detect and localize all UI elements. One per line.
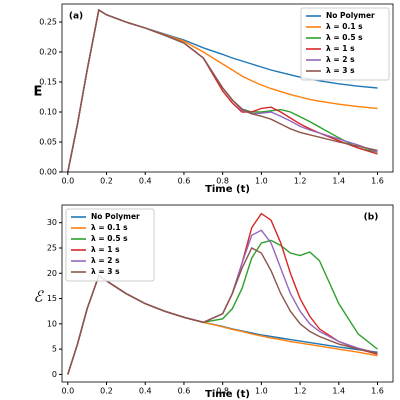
x-tick-label: 1.0 <box>255 177 268 186</box>
legend-label: λ = 0.5 s <box>326 33 363 42</box>
series-line <box>67 8 378 172</box>
y-axis-label: ℰ <box>33 288 44 306</box>
x-tick-label: 0.8 <box>216 177 229 186</box>
x-tick-label: 0.2 <box>100 387 113 396</box>
x-tick-label: 0.4 <box>139 387 152 396</box>
legend-label: λ = 0.1 s <box>326 22 363 31</box>
y-tick-label: 30 <box>47 218 57 227</box>
legend-label: λ = 0.1 s <box>91 223 128 232</box>
x-tick-label: 0.0 <box>61 387 74 396</box>
x-axis-label: Time (t) <box>205 389 250 400</box>
legend-box <box>300 7 390 81</box>
x-tick-label: 0.2 <box>100 177 113 186</box>
y-tick-label: 0.25 <box>39 18 57 27</box>
subplot: 0.0 0.2 0.4 0.6 0.8 1.0 1.2 1.4 1.6 0 5 10 15 20 25 30 T… <box>33 204 394 400</box>
legend-label: λ = 1 s <box>91 245 120 254</box>
panel-annotation: (a) <box>69 12 83 22</box>
subplot: 0.0 0.2 0.4 0.6 0.8 1.0 1.2 1.4 1.6 0.00 0.05 0.10 0… <box>34 3 394 195</box>
x-tick-label: 0.4 <box>139 177 152 186</box>
y-tick-label: 0.00 <box>39 168 57 177</box>
x-tick-label: 1.2 <box>294 387 307 396</box>
x-tick-label: 1.4 <box>332 387 345 396</box>
axes-frame <box>61 204 394 383</box>
y-tick-label: 0.10 <box>39 108 57 117</box>
legend-label: λ = 2 s <box>326 55 355 64</box>
y-tick-label: 0 <box>52 370 57 379</box>
x-tick-label: 1.4 <box>332 177 345 186</box>
x-tick-label: 1.6 <box>371 387 384 396</box>
x-tick-label: 1.0 <box>255 387 268 396</box>
legend-label: λ = 0.5 s <box>91 234 128 243</box>
y-tick-label: 20 <box>47 269 57 278</box>
x-axis-label: Time (t) <box>205 184 250 195</box>
series-line <box>67 274 378 375</box>
y-tick-label: 0.20 <box>39 48 57 57</box>
legend-label: λ = 3 s <box>91 267 120 276</box>
legend-label: No Polymer <box>326 11 375 20</box>
legend-label: No Polymer <box>91 212 140 221</box>
panel-annotation: (b) <box>364 213 379 223</box>
y-tick-label: 15 <box>47 294 57 303</box>
y-tick-label: 0.15 <box>39 78 57 87</box>
y-axis-label: E <box>34 85 43 100</box>
x-tick-label: 0.8 <box>216 387 229 396</box>
x-tick-label: 0.6 <box>178 387 191 396</box>
y-tick-label: 5 <box>52 345 57 354</box>
x-tick-label: 1.2 <box>294 177 307 186</box>
legend-label: λ = 2 s <box>91 256 120 265</box>
y-tick-label: 25 <box>47 243 57 252</box>
y-tick-label: 0.05 <box>39 138 57 147</box>
x-tick-label: 0.0 <box>61 177 74 186</box>
legend-label: λ = 3 s <box>326 66 355 75</box>
legend-label: λ = 1 s <box>326 44 355 53</box>
x-tick-label: 0.6 <box>178 177 191 186</box>
series-line <box>67 274 378 375</box>
axes-frame <box>61 3 394 173</box>
legend-box <box>65 208 155 282</box>
y-tick-label: 10 <box>47 319 57 328</box>
x-tick-label: 1.6 <box>371 177 384 186</box>
